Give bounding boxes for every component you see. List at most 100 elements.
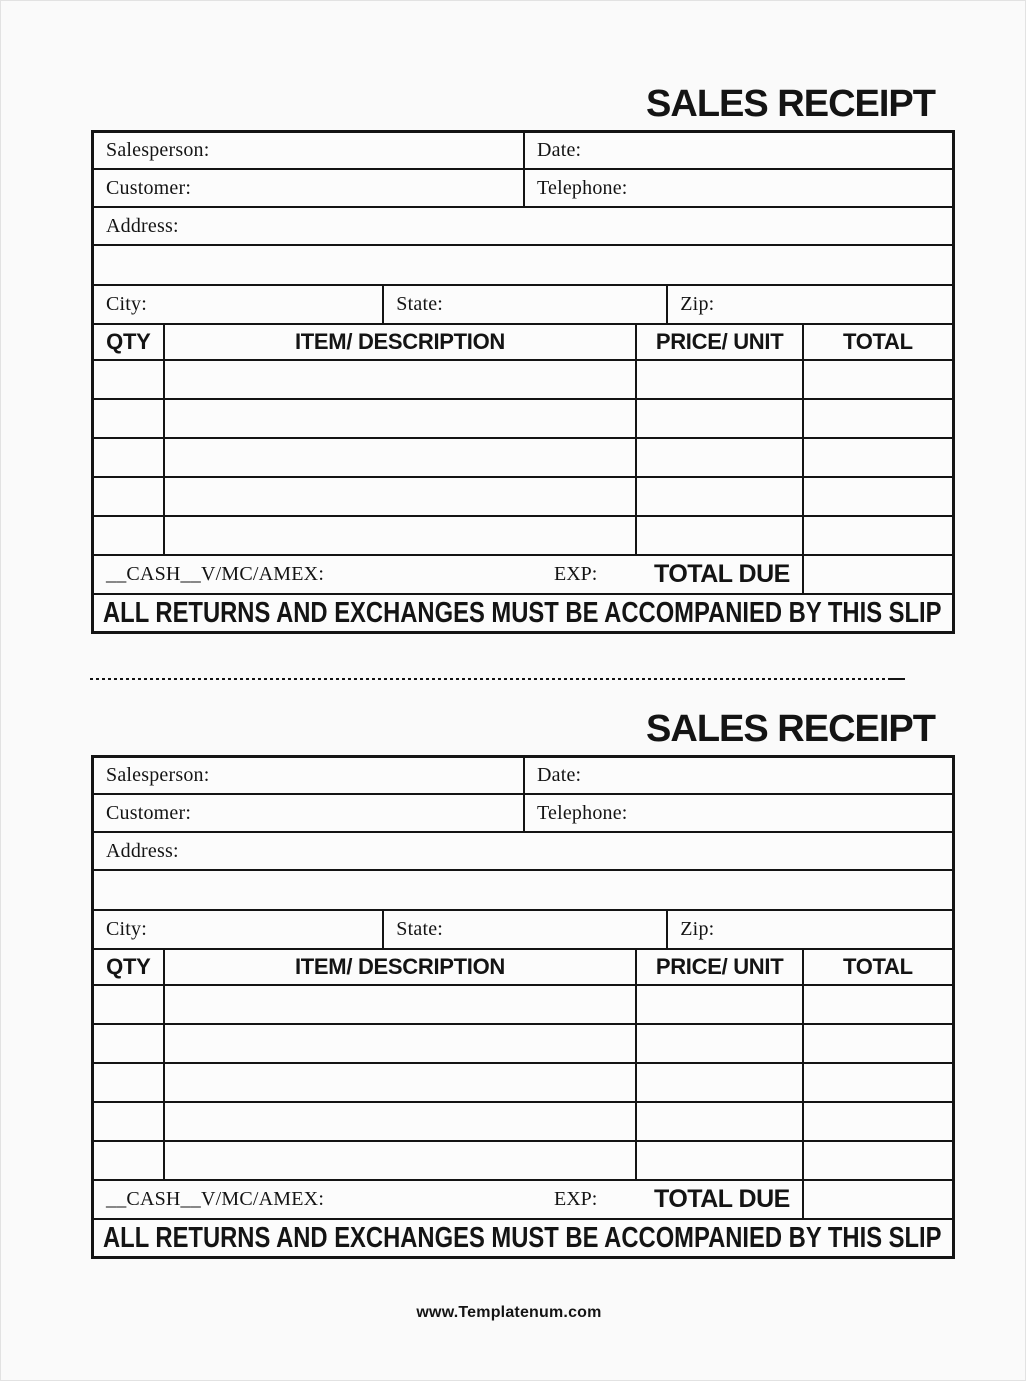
state-label: State:	[396, 293, 444, 315]
receipt-top: SALES RECEIPT Salesperson: Date: Custome…	[91, 85, 955, 634]
item-row	[94, 1062, 952, 1101]
item-row	[94, 437, 952, 476]
payment-method-cell: __CASH__V/MC/AMEX: EXP: TOTAL DUE	[94, 1181, 802, 1218]
exp-label: EXP:	[554, 1188, 598, 1210]
item-description-cell	[162, 1025, 636, 1062]
tear-line-separator	[90, 678, 905, 680]
customer-label: Customer:	[106, 801, 192, 824]
total-due-amount-cell	[801, 556, 952, 593]
price-unit-header: PRICE/ UNIT	[635, 950, 801, 984]
total-due-label: TOTAL DUE	[654, 1185, 790, 1213]
item-row	[94, 1101, 952, 1140]
salesperson-cell: Salesperson:	[94, 758, 523, 793]
city-label: City:	[106, 918, 148, 940]
item-row	[94, 359, 952, 398]
description-header: ITEM/ DESCRIPTION	[162, 325, 636, 359]
cash-card-label: __CASH__V/MC/AMEX:	[106, 1188, 325, 1210]
receipt-title: SALES RECEIPT	[646, 83, 936, 125]
item-total-cell	[801, 1103, 952, 1140]
item-qty-cell	[94, 439, 163, 476]
city-label: City:	[106, 293, 148, 315]
payment-row: __CASH__V/MC/AMEX: EXP: TOTAL DUE	[94, 1179, 952, 1218]
total-header: TOTAL	[801, 325, 952, 359]
qty-header: QTY	[106, 954, 151, 979]
city-state-zip-row: City: State: Zip:	[94, 284, 952, 323]
customer-label: Customer:	[106, 176, 192, 199]
item-price-cell	[635, 986, 801, 1023]
receipt-form: Salesperson: Date: Customer: Telephone: …	[91, 755, 955, 1259]
customer-cell: Customer:	[94, 170, 523, 206]
item-description-cell	[162, 986, 636, 1023]
item-description-cell	[162, 1103, 636, 1140]
zip-label: Zip:	[680, 918, 715, 940]
item-total-cell	[801, 1064, 952, 1101]
item-total-cell	[801, 361, 952, 398]
customer-telephone-row: Customer: Telephone:	[94, 793, 952, 831]
item-total-cell	[801, 400, 952, 437]
city-cell: City:	[94, 286, 382, 323]
total-header: TOTAL	[801, 950, 952, 984]
state-cell: State:	[382, 286, 666, 323]
payment-row: __CASH__V/MC/AMEX: EXP: TOTAL DUE	[94, 554, 952, 593]
items-header-row: QTY ITEM/ DESCRIPTION PRICE/ UNIT TOTAL	[94, 948, 952, 984]
item-price-cell	[635, 400, 801, 437]
description-header: ITEM/ DESCRIPTION	[162, 950, 636, 984]
address-cell: Address:	[94, 208, 952, 244]
receipt-form: Salesperson: Date: Customer: Telephone: …	[91, 130, 955, 634]
item-qty-cell	[94, 986, 163, 1023]
telephone-label: Telephone:	[537, 801, 628, 824]
item-price-cell	[635, 439, 801, 476]
address-row: Address:	[94, 831, 952, 869]
state-cell: State:	[382, 911, 666, 948]
item-total-cell	[801, 478, 952, 515]
receipt-title: SALES RECEIPT	[646, 708, 936, 750]
address-row: Address:	[94, 206, 952, 244]
item-row	[94, 476, 952, 515]
address-label: Address:	[106, 214, 179, 237]
telephone-label: Telephone:	[537, 176, 628, 199]
item-qty-cell	[94, 517, 163, 554]
item-description-cell	[162, 478, 636, 515]
notice-row: ALL RETURNS AND EXCHANGES MUST BE ACCOMP…	[94, 593, 952, 631]
salesperson-date-row: Salesperson: Date:	[94, 758, 952, 793]
item-description-cell	[162, 400, 636, 437]
customer-telephone-row: Customer: Telephone:	[94, 168, 952, 206]
item-price-cell	[635, 517, 801, 554]
address-cell: Address:	[94, 833, 952, 869]
item-total-cell	[801, 986, 952, 1023]
returns-notice-text: ALL RETURNS AND EXCHANGES MUST BE ACCOMP…	[103, 1221, 942, 1254]
salesperson-cell: Salesperson:	[94, 133, 523, 168]
items-header-row: QTY ITEM/ DESCRIPTION PRICE/ UNIT TOTAL	[94, 323, 952, 359]
date-cell: Date:	[523, 133, 952, 168]
receipt-bottom: SALES RECEIPT Salesperson: Date: Custome…	[91, 710, 955, 1259]
item-price-cell	[635, 1103, 801, 1140]
item-description-cell	[162, 1142, 636, 1179]
telephone-cell: Telephone:	[523, 170, 952, 206]
item-qty-cell	[94, 400, 163, 437]
item-row	[94, 984, 952, 1023]
item-price-cell	[635, 361, 801, 398]
item-row	[94, 398, 952, 437]
item-qty-cell	[94, 1103, 163, 1140]
city-state-zip-row: City: State: Zip:	[94, 909, 952, 948]
returns-notice-text: ALL RETURNS AND EXCHANGES MUST BE ACCOMP…	[103, 596, 942, 629]
total-due-amount-cell	[801, 1181, 952, 1218]
item-total-cell	[801, 439, 952, 476]
salesperson-label: Salesperson:	[106, 139, 210, 161]
item-price-cell	[635, 1025, 801, 1062]
date-label: Date:	[537, 764, 582, 786]
salesperson-label: Salesperson:	[106, 764, 210, 786]
notice-row: ALL RETURNS AND EXCHANGES MUST BE ACCOMP…	[94, 1218, 952, 1256]
zip-label: Zip:	[680, 293, 715, 315]
item-description-cell	[162, 361, 636, 398]
zip-cell: Zip:	[666, 286, 952, 323]
salesperson-date-row: Salesperson: Date:	[94, 133, 952, 168]
exp-label: EXP:	[554, 563, 598, 585]
address-line2-cell	[94, 871, 952, 909]
date-label: Date:	[537, 139, 582, 161]
returns-notice-cell: ALL RETURNS AND EXCHANGES MUST BE ACCOMP…	[94, 1220, 952, 1256]
customer-cell: Customer:	[94, 795, 523, 831]
address-line2-cell	[94, 246, 952, 284]
item-qty-cell	[94, 1142, 163, 1179]
